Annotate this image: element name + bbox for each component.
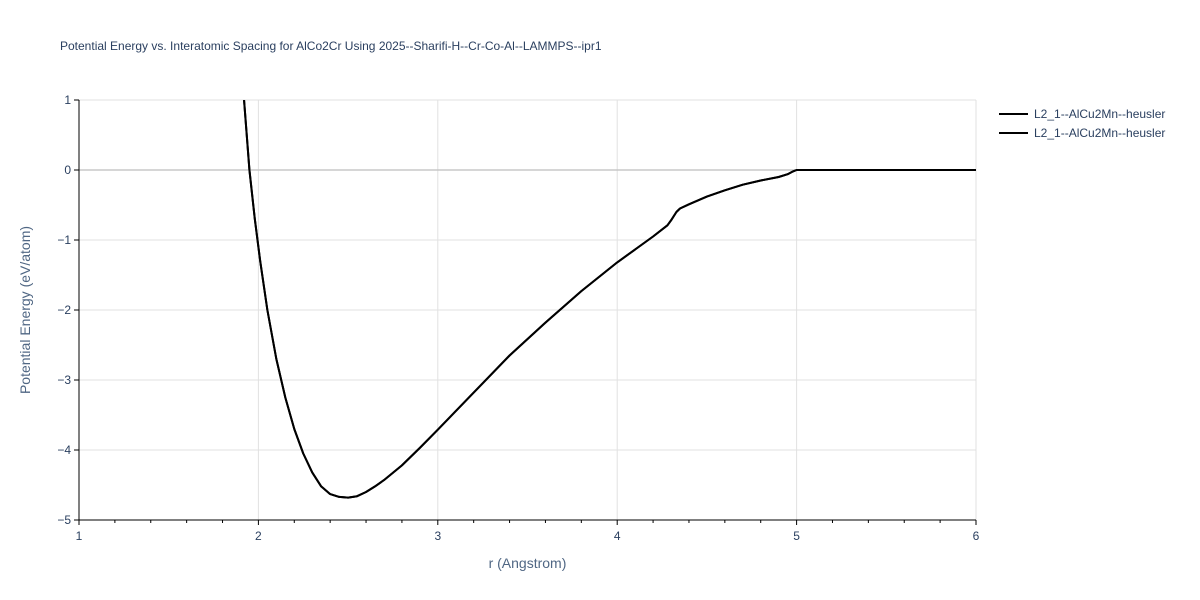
legend-label: L2_1--AlCu2Mn--heusler	[1034, 107, 1165, 121]
y-tick-label: −1	[57, 233, 71, 247]
legend-label: L2_1--AlCu2Mn--heusler	[1034, 126, 1165, 140]
grid	[79, 99, 977, 520]
y-tick-label: −2	[57, 303, 71, 317]
series-line-2	[243, 100, 976, 499]
x-tick-label: 1	[76, 529, 83, 543]
y-tick-label: −4	[57, 443, 71, 457]
x-tick-label: 5	[793, 529, 800, 543]
chart-title: Potential Energy vs. Interatomic Spacing…	[60, 39, 602, 53]
legend-item-2[interactable]: L2_1--AlCu2Mn--heusler	[999, 126, 1165, 140]
x-tick-label: 4	[614, 529, 621, 543]
x-axis-title: r (Angstrom)	[489, 555, 567, 571]
legend-item-1[interactable]: L2_1--AlCu2Mn--heusler	[999, 107, 1165, 121]
x-tick-label: 2	[255, 529, 262, 543]
plot-area	[243, 100, 976, 499]
y-tick-label: −3	[57, 373, 71, 387]
x-tick-label: 3	[434, 529, 441, 543]
y-tick-label: 0	[64, 163, 71, 177]
y-axis-title: Potential Energy (eV/atom)	[17, 226, 33, 394]
series-line-1	[243, 100, 976, 499]
tick-labels: 1 2 3 4 5 6 1 0 −1 −2 −3 −4 −5	[57, 93, 979, 543]
y-tick-label: 1	[64, 93, 71, 107]
x-tick-label: 6	[973, 529, 980, 543]
legend[interactable]: L2_1--AlCu2Mn--heusler L2_1--AlCu2Mn--heu…	[999, 107, 1165, 140]
y-tick-label: −5	[57, 513, 71, 527]
axes	[74, 99, 977, 525]
